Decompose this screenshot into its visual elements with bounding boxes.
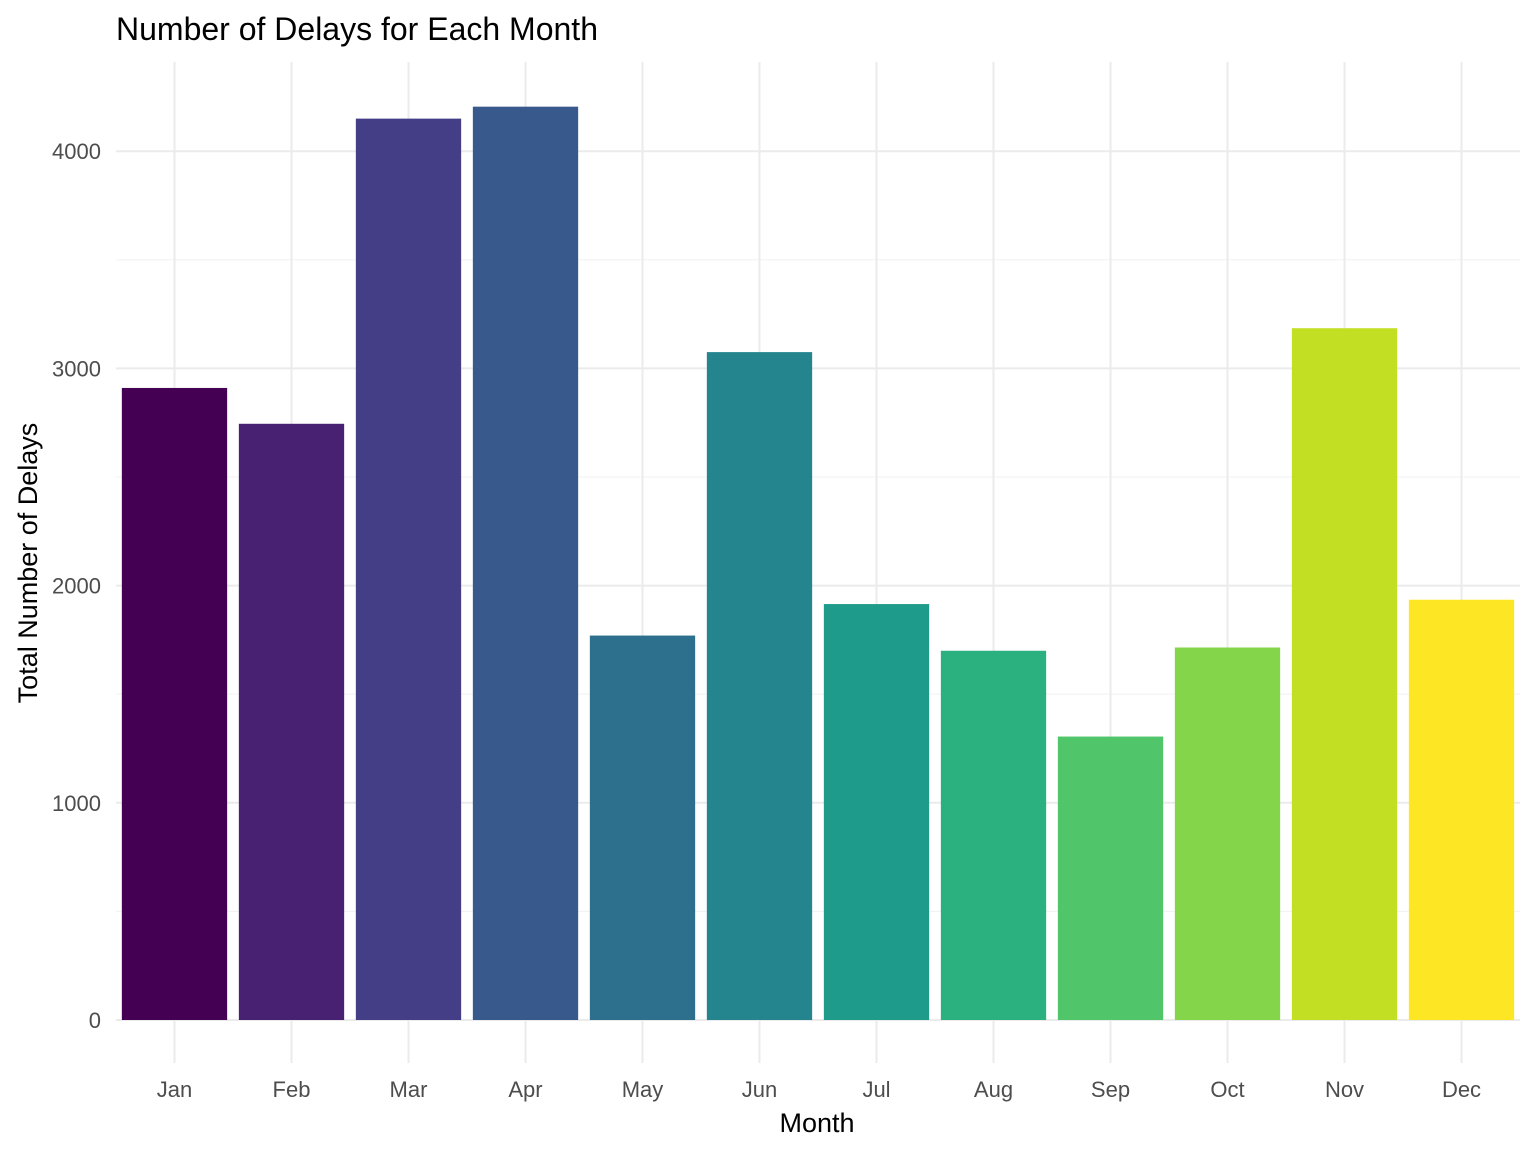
bar-jun <box>706 352 813 1020</box>
x-tick-label: Jul <box>862 1077 890 1102</box>
y-tick-label: 2000 <box>52 574 101 599</box>
x-tick-label: Dec <box>1442 1077 1481 1102</box>
x-tick-label: Oct <box>1210 1077 1244 1102</box>
x-axis-title: Month <box>779 1108 854 1138</box>
bar-nov <box>1291 328 1398 1020</box>
x-tick-label: Feb <box>273 1077 311 1102</box>
y-tick-label: 1000 <box>52 791 101 816</box>
x-tick-label: Aug <box>974 1077 1013 1102</box>
y-tick-label: 4000 <box>52 139 101 164</box>
bar-apr <box>472 106 579 1020</box>
y-tick-label: 0 <box>89 1008 101 1033</box>
x-tick-label: Mar <box>390 1077 428 1102</box>
x-tick-label: Jan <box>157 1077 192 1102</box>
bar-jan <box>121 387 228 1020</box>
bar-sep <box>1057 736 1164 1020</box>
y-tick-labels: 0 1000 2000 3000 4000 <box>52 139 101 1033</box>
chart-title: Number of Delays for Each Month <box>116 11 598 47</box>
x-tick-label: May <box>622 1077 664 1102</box>
bar-feb <box>238 423 345 1020</box>
bar-oct <box>1174 647 1281 1020</box>
x-tick-labels: Jan Feb Mar Apr May Jun Jul Aug Sep Oct Nov Dec <box>157 1077 1481 1102</box>
bars <box>121 106 1515 1021</box>
x-tick-label: Apr <box>508 1077 542 1102</box>
bar-aug <box>940 650 1047 1020</box>
x-tick-label: Nov <box>1325 1077 1364 1102</box>
x-tick-label: Sep <box>1091 1077 1130 1102</box>
bar-may <box>589 635 696 1020</box>
y-axis-title: Total Number of Delays <box>13 423 43 704</box>
x-tick-label: Jun <box>742 1077 777 1102</box>
y-tick-label: 3000 <box>52 356 101 381</box>
bar-dec <box>1408 599 1515 1020</box>
bar-mar <box>355 118 462 1021</box>
bar-jul <box>823 604 930 1020</box>
